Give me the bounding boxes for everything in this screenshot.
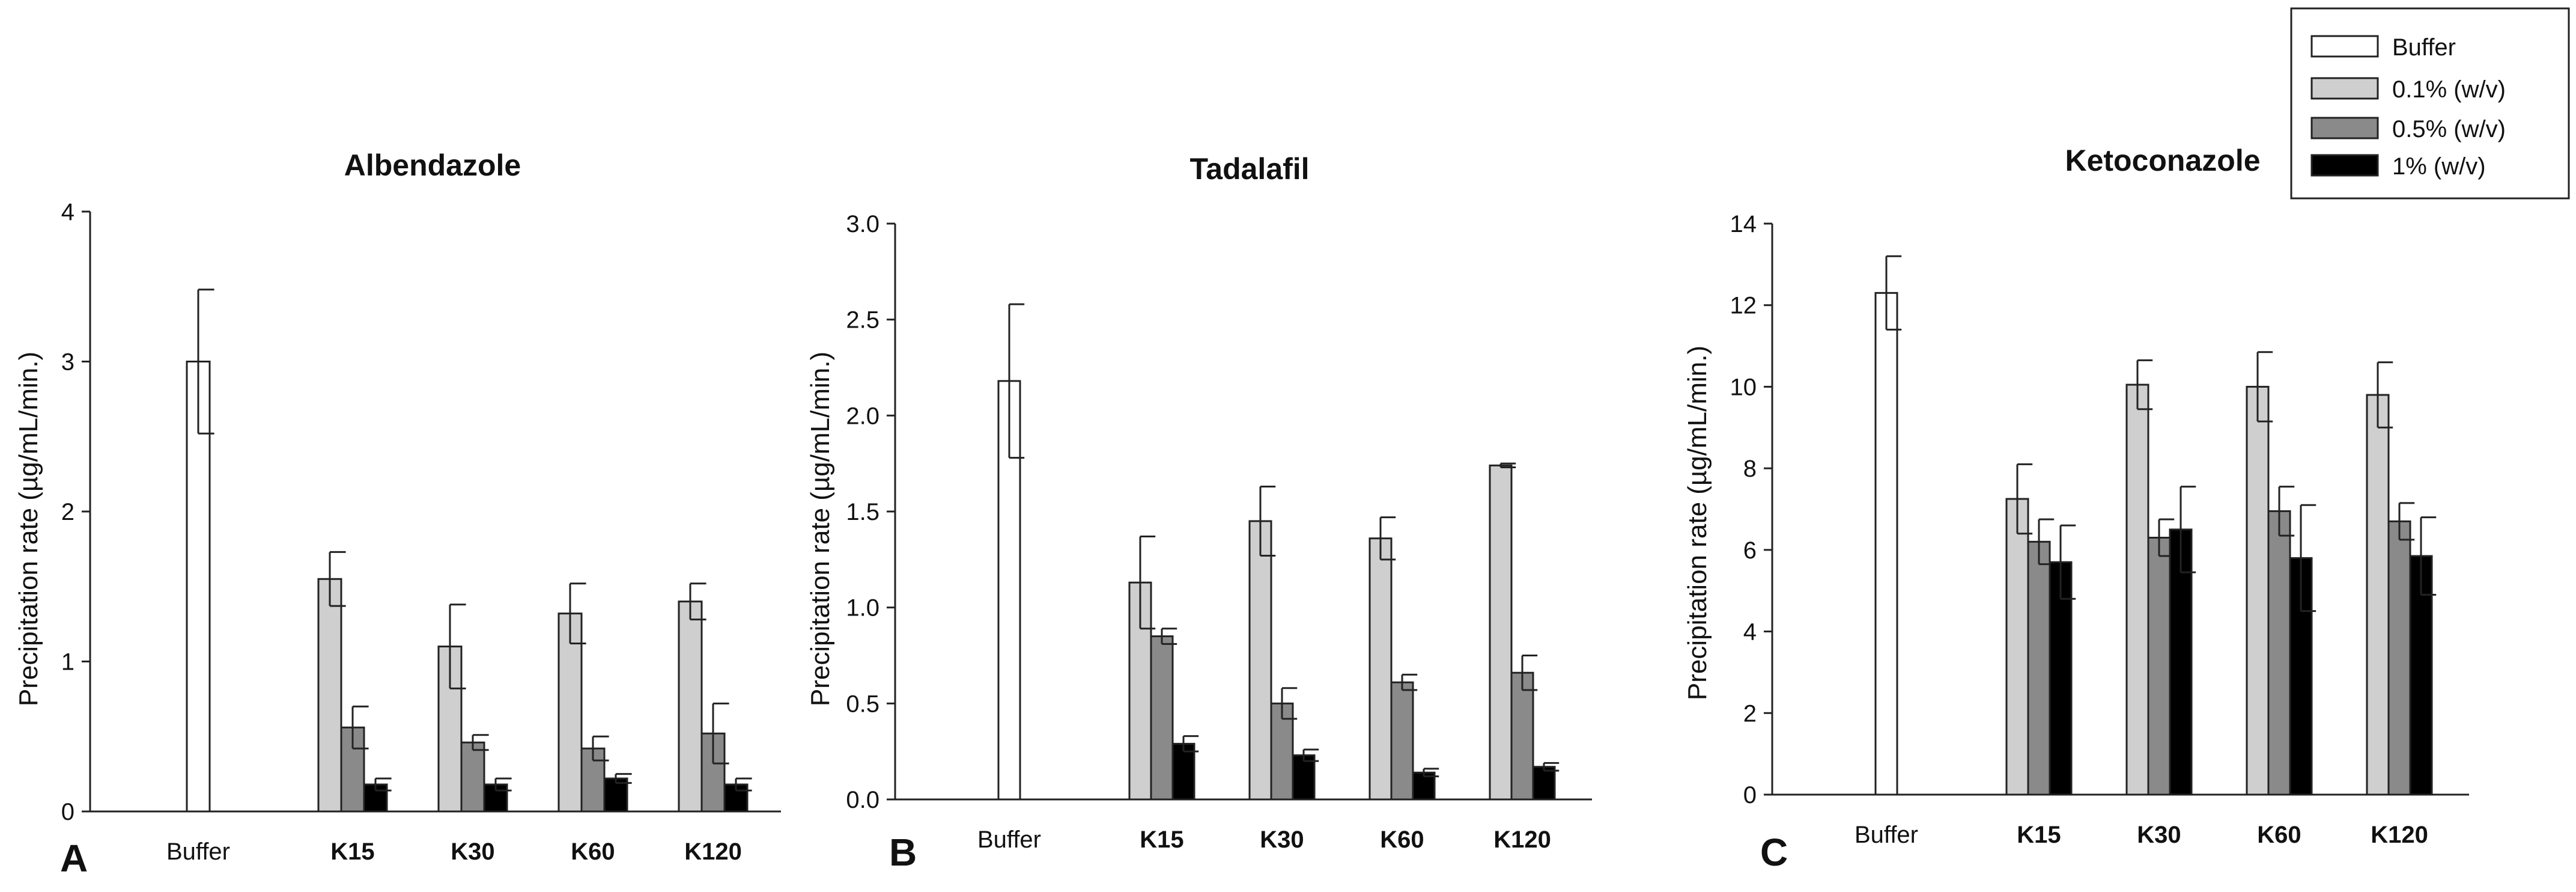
- panel-a-bar-conc-0-1-k120: [678, 600, 703, 813]
- panel-a-category-k60: K60: [571, 839, 615, 865]
- panel-tadalafil: Tadalafil Precipitation rate (µg/mL/min.…: [806, 152, 1592, 874]
- panel-c-ylabel: Precipitation rate (µg/mL/min.): [1683, 346, 1712, 700]
- panel-c-ytick-label-1: 2: [1743, 700, 1757, 727]
- panel-c-ytick-label-4: 8: [1743, 456, 1757, 482]
- panel-b-category-k60: K60: [1380, 826, 1424, 853]
- panel-b-category-k30: K30: [1260, 826, 1304, 853]
- panel-b-bar-conc-0-5-k15: [1150, 635, 1174, 801]
- legend-swatch-1-percent: [2310, 154, 2379, 177]
- panel-a-bar-conc-0-5-k30: [460, 741, 485, 813]
- panel-b-bar-conc-0-1-k60: [1368, 537, 1393, 801]
- legend: Buffer 0.1% (w/v) 0.5% (w/v) 1% (w/v): [2290, 7, 2570, 200]
- panel-c-bar-conc-0-1-k30: [2125, 383, 2149, 796]
- legend-swatch-0-1-percent: [2310, 77, 2379, 100]
- panel-c-bar-conc-0-1-k60: [2246, 385, 2270, 796]
- legend-swatch-buffer: [2310, 35, 2379, 58]
- panel-c-ytick-label-7: 14: [1730, 211, 1757, 237]
- panel-c-ytick-label-5: 10: [1730, 374, 1757, 400]
- panel-b-category-k120: K120: [1493, 826, 1551, 853]
- legend-entry-buffer: Buffer: [2310, 34, 2456, 61]
- panel-a-bar-buffer-buffer: [186, 361, 211, 813]
- panel-b-ytick-label-0: 0.0: [846, 787, 879, 813]
- panel-b-ytick-label-3: 1.5: [846, 499, 879, 525]
- panel-c-bar-conc-0-1-k15: [2005, 498, 2029, 796]
- panel-a-ytick-label-0: 0: [61, 799, 74, 825]
- panel-a-bar-conc-0-1-k15: [317, 578, 342, 813]
- panel-c-bar-conc-0-5-k60: [2267, 510, 2291, 796]
- panel-a-category-k120: K120: [684, 839, 742, 865]
- panel-c-category-k15: K15: [2017, 822, 2061, 848]
- panel-b-bar-conc-1-k120: [1532, 766, 1556, 801]
- panel-c-bar-conc-1-k30: [2169, 528, 2193, 796]
- panel-c-bar-conc-1-k120: [2409, 555, 2433, 796]
- panel-c-category-buffer: Buffer: [1855, 822, 1918, 848]
- panel-b-letter: B: [889, 831, 917, 874]
- panel-c-bar-conc-1-k15: [2049, 561, 2073, 796]
- panel-b-title: Tadalafil: [1189, 152, 1309, 186]
- panel-c-bar-conc-0-5-k120: [2387, 520, 2411, 796]
- panel-c-category-k60: K60: [2257, 822, 2301, 848]
- panel-c-bar-conc-1-k60: [2289, 557, 2313, 796]
- panel-c-category-k30: K30: [2137, 822, 2181, 848]
- panel-b-bar-conc-0-1-k30: [1248, 520, 1272, 801]
- panel-b-ytick-label-1: 0.5: [846, 691, 879, 717]
- panel-a-bar-conc-1-k60: [603, 777, 628, 813]
- panel-a-title: Albendazole: [344, 148, 521, 182]
- panel-c-category-k120: K120: [2371, 822, 2428, 848]
- panel-a-ytick-label-3: 3: [61, 349, 74, 376]
- panel-c-letter: C: [1760, 831, 1788, 874]
- panel-a-category-k30: K30: [451, 839, 494, 865]
- panel-c-bar-buffer-buffer: [1874, 292, 1898, 796]
- panel-c-ytick-label-2: 4: [1743, 619, 1757, 646]
- panel-c-ytick-label-0: 0: [1743, 782, 1757, 808]
- panel-b-bar-conc-0-1-k120: [1489, 464, 1513, 801]
- panel-c-bar-conc-0-1-k120: [2366, 394, 2390, 796]
- panel-a-ytick-label-4: 4: [61, 199, 74, 225]
- legend-entry-0-1-percent: 0.1% (w/v): [2310, 76, 2506, 103]
- panel-a-category-k15: K15: [330, 839, 374, 865]
- legend-entry-0-5-percent: 0.5% (w/v): [2310, 116, 2506, 142]
- panel-b-ylabel: Precipitation rate (µg/mL/min.): [806, 352, 835, 706]
- legend-entry-1-percent: 1% (w/v): [2310, 153, 2486, 180]
- panel-b-bar-conc-0-5-k30: [1270, 702, 1294, 801]
- panel-ketoconazole: Ketoconazole Precipitation rate (µg/mL/m…: [1683, 144, 2469, 874]
- legend-label-0-5-percent: 0.5% (w/v): [2392, 116, 2506, 142]
- panel-b-bar-conc-0-5-k120: [1510, 671, 1534, 801]
- panel-c-title: Ketoconazole: [2065, 144, 2260, 177]
- panel-c-ytick-label-3: 6: [1743, 537, 1757, 564]
- panel-a-bar-conc-0-1-k60: [557, 612, 583, 813]
- panel-a-category-buffer: Buffer: [166, 839, 230, 865]
- legend-swatch-0-5-percent: [2310, 117, 2379, 139]
- panel-c-bar-conc-0-5-k15: [2027, 540, 2051, 796]
- panel-a-letter: A: [60, 837, 88, 880]
- panel-a-ytick-label-1: 1: [61, 649, 74, 676]
- panel-b-category-buffer: Buffer: [977, 826, 1041, 853]
- panel-c-bar-conc-0-5-k30: [2147, 537, 2171, 796]
- panel-c-ytick-label-6: 12: [1730, 293, 1757, 319]
- panel-a-ytick-label-2: 2: [61, 499, 74, 525]
- panel-b-bar-conc-0-5-k60: [1390, 681, 1414, 801]
- legend-label-1-percent: 1% (w/v): [2392, 153, 2486, 180]
- panel-b-ytick-label-4: 2.0: [846, 403, 879, 429]
- panel-albendazole: Albendazole Precipitation rate (µg/mL/mi…: [14, 148, 781, 880]
- panel-a-ylabel: Precipitation rate (µg/mL/min.): [14, 352, 43, 706]
- panel-b-ytick-label-6: 3.0: [846, 211, 879, 237]
- panel-b-ytick-label-2: 1.0: [846, 595, 879, 622]
- legend-label-0-1-percent: 0.1% (w/v): [2392, 76, 2506, 103]
- panel-b-ytick-label-5: 2.5: [846, 307, 879, 334]
- legend-label-buffer: Buffer: [2392, 34, 2456, 61]
- panel-b-category-k15: K15: [1140, 826, 1183, 853]
